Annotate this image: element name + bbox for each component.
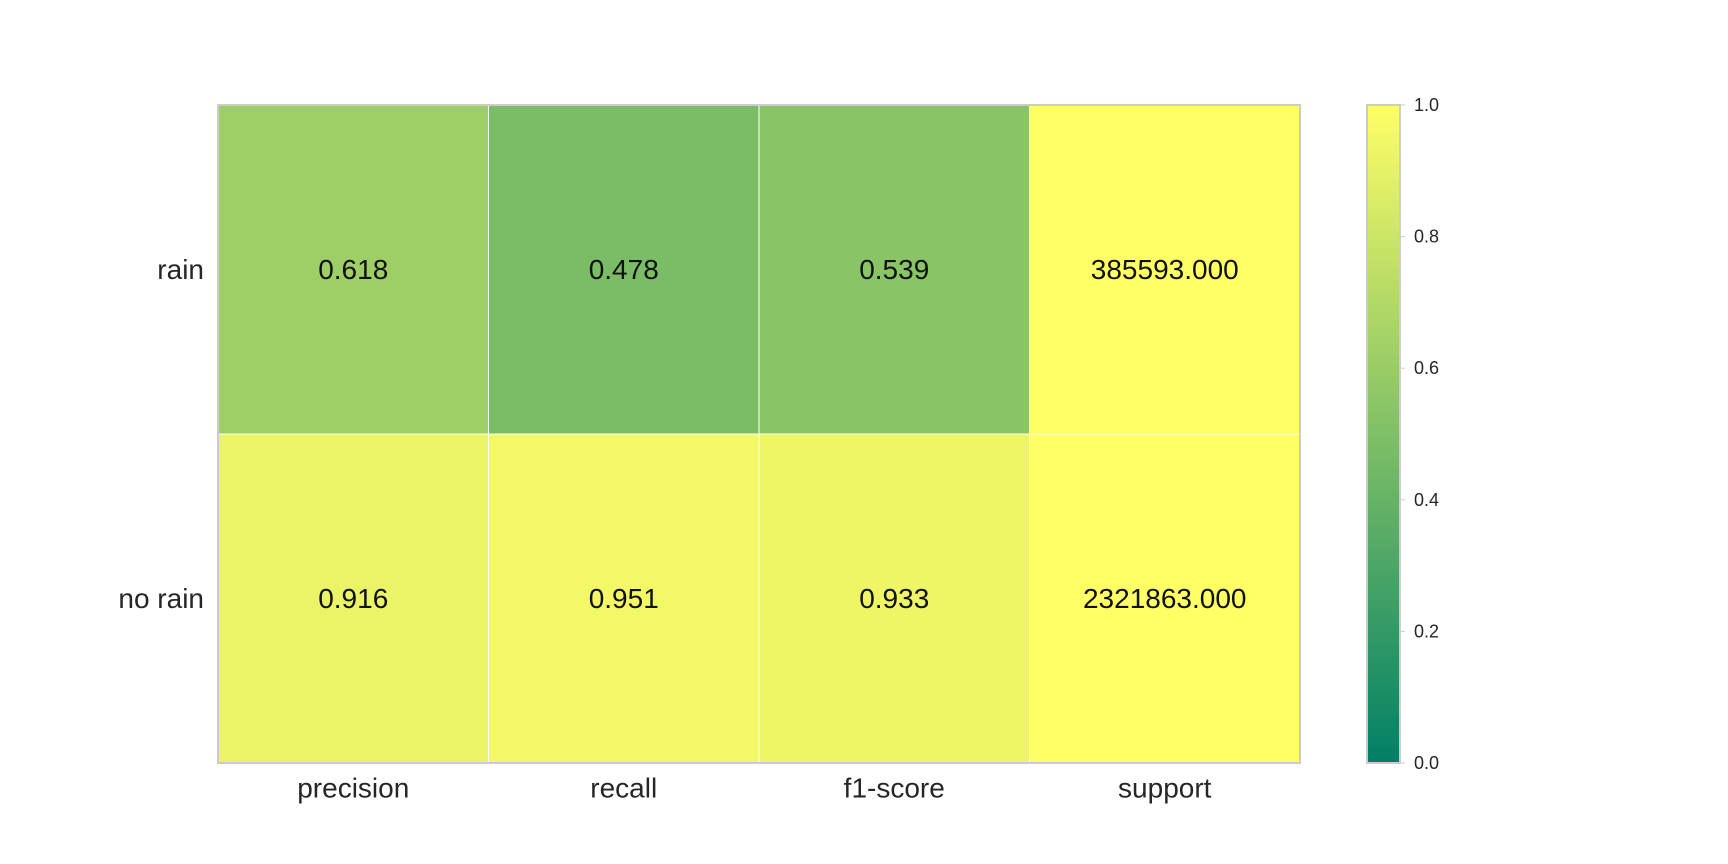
x-tick-label: recall [590,773,657,804]
x-axis-tick-labels: precision recall f1-score support [297,773,1211,804]
cell-value-label: 0.916 [318,583,388,614]
heatmap-cell [217,104,489,435]
colorbar-tick-label: 0.6 [1414,358,1439,378]
cell-value-label: 2321863.000 [1083,583,1247,614]
plot-frame [217,104,1301,764]
x-tick-label: precision [297,773,409,804]
heatmap-cell-labels: 0.618 0.478 0.539 385593.000 0.916 0.951 0.933… [318,254,1246,614]
colorbar-tick-label: 0.4 [1414,490,1439,510]
colorbar [1366,104,1401,764]
heatmap-cell [217,433,489,764]
heatmap-cell [488,104,760,435]
heatmap-cell [1029,104,1301,435]
y-tick-label: no rain [118,583,204,614]
heatmap-cell [1029,433,1301,764]
cell-value-label: 0.478 [589,254,659,285]
y-tick-label: rain [157,254,204,285]
cell-value-label: 0.951 [589,583,659,614]
x-tick-label: support [1118,773,1212,804]
heatmap-cell [758,433,1030,764]
colorbar-tick-labels: 0.0 0.2 0.4 0.6 0.8 1.0 [1400,95,1439,773]
x-tick-label: f1-score [844,773,945,804]
colorbar-tick-label: 1.0 [1414,95,1439,115]
cell-value-label: 385593.000 [1091,254,1239,285]
y-axis-tick-labels: rain no rain [118,254,204,614]
colorbar-tick-label: 0.8 [1414,227,1439,247]
colorbar-tick-label: 0.0 [1414,753,1439,773]
cell-value-label: 0.618 [318,254,388,285]
cell-value-label: 0.933 [859,583,929,614]
colorbar-tick-label: 0.2 [1414,621,1439,641]
heatmap-cells [217,104,1301,764]
cell-value-label: 0.539 [859,254,929,285]
heatmap-cell [488,433,760,764]
